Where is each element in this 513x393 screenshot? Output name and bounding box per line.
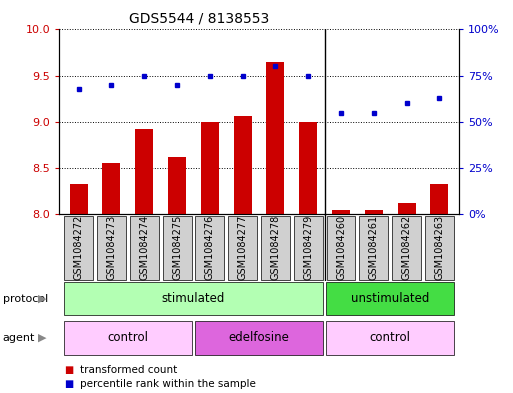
- Text: GSM1084262: GSM1084262: [402, 215, 411, 280]
- Bar: [299, 122, 317, 214]
- Bar: [392, 215, 421, 280]
- Text: GSM1084277: GSM1084277: [238, 215, 248, 280]
- Bar: [266, 62, 285, 214]
- Text: control: control: [370, 331, 411, 345]
- Bar: [163, 215, 191, 280]
- Text: ■: ■: [64, 379, 73, 389]
- Text: GSM1084263: GSM1084263: [435, 215, 444, 280]
- Text: GSM1084276: GSM1084276: [205, 215, 215, 280]
- Bar: [294, 215, 323, 280]
- Text: GSM1084275: GSM1084275: [172, 215, 182, 280]
- Bar: [195, 215, 224, 280]
- Bar: [64, 282, 323, 315]
- Bar: [97, 215, 126, 280]
- Bar: [103, 163, 121, 214]
- Text: GSM1084278: GSM1084278: [270, 215, 281, 280]
- Bar: [64, 215, 93, 280]
- Bar: [130, 215, 159, 280]
- Text: agent: agent: [3, 333, 35, 343]
- Text: ▶: ▶: [38, 294, 47, 304]
- Text: transformed count: transformed count: [80, 365, 177, 375]
- Bar: [430, 184, 448, 214]
- Bar: [228, 215, 257, 280]
- Text: percentile rank within the sample: percentile rank within the sample: [80, 379, 255, 389]
- Text: unstimulated: unstimulated: [351, 292, 429, 305]
- Text: ▶: ▶: [38, 333, 47, 343]
- Text: GDS5544 / 8138553: GDS5544 / 8138553: [129, 12, 269, 26]
- Text: GSM1084279: GSM1084279: [303, 215, 313, 280]
- Bar: [332, 211, 350, 214]
- Bar: [168, 157, 186, 214]
- Bar: [64, 321, 192, 354]
- Bar: [233, 116, 252, 214]
- Text: control: control: [107, 331, 148, 345]
- Text: GSM1084272: GSM1084272: [74, 215, 84, 280]
- Text: GSM1084273: GSM1084273: [107, 215, 116, 280]
- Bar: [326, 321, 454, 354]
- Bar: [365, 211, 383, 214]
- Text: edelfosine: edelfosine: [229, 331, 289, 345]
- Bar: [201, 122, 219, 214]
- Text: ■: ■: [64, 365, 73, 375]
- Bar: [326, 282, 454, 315]
- Bar: [327, 215, 356, 280]
- Bar: [425, 215, 454, 280]
- Bar: [135, 129, 153, 214]
- Bar: [360, 215, 388, 280]
- Bar: [398, 203, 416, 214]
- Bar: [70, 184, 88, 214]
- Text: stimulated: stimulated: [162, 292, 225, 305]
- Text: GSM1084261: GSM1084261: [369, 215, 379, 280]
- Text: protocol: protocol: [3, 294, 48, 304]
- Text: GSM1084260: GSM1084260: [336, 215, 346, 280]
- Text: GSM1084274: GSM1084274: [139, 215, 149, 280]
- Bar: [195, 321, 323, 354]
- Bar: [261, 215, 290, 280]
